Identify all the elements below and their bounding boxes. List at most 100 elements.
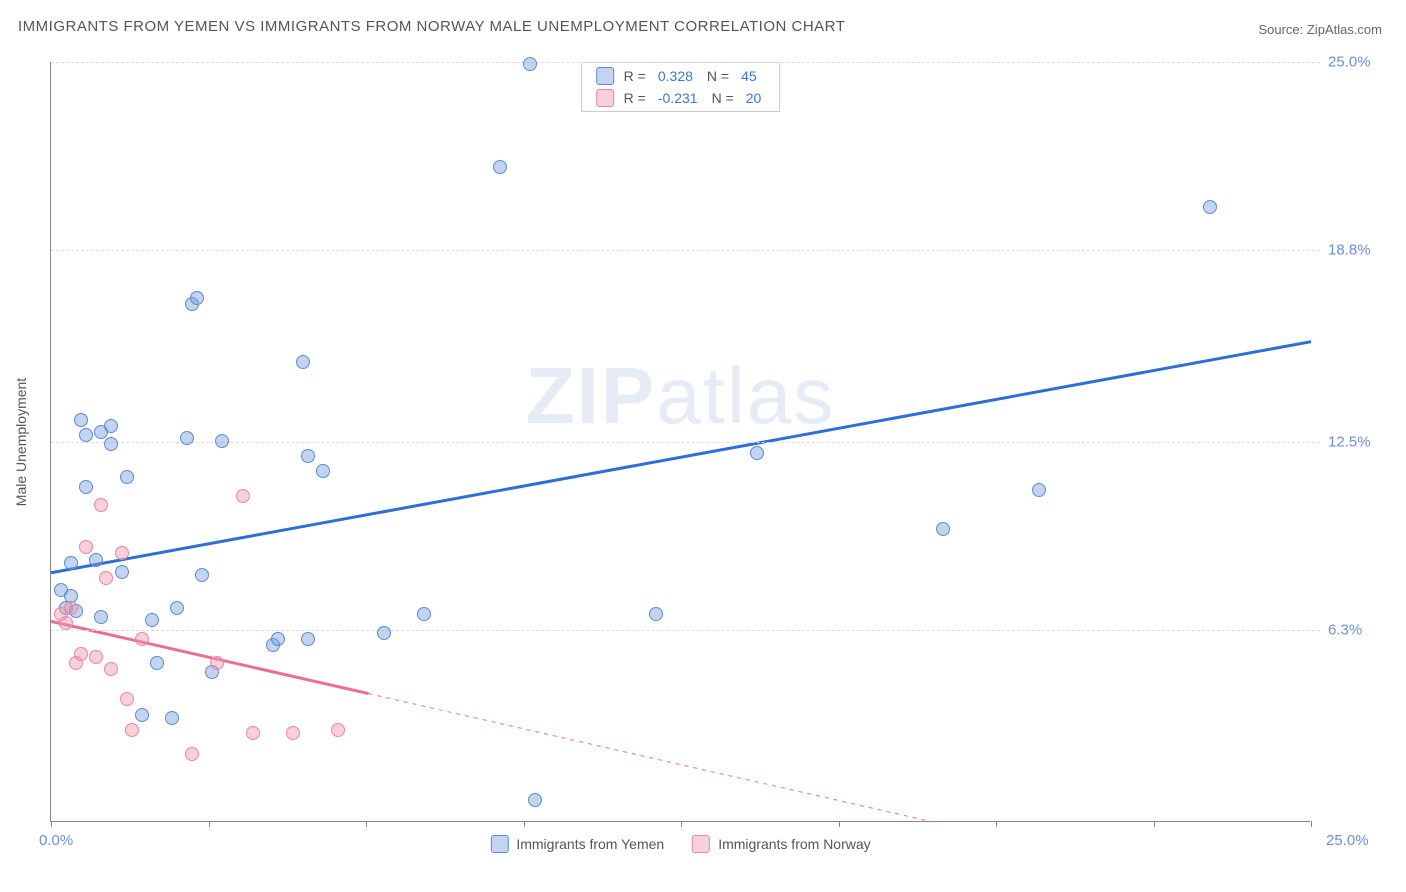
data-point-norway <box>79 540 93 554</box>
x-origin-label: 0.0% <box>39 832 73 849</box>
data-point-norway <box>125 723 139 737</box>
y-tick-label: 12.5% <box>1328 434 1388 451</box>
data-point-yemen <box>120 470 134 484</box>
data-point-norway <box>120 692 134 706</box>
x-tick <box>209 821 210 827</box>
data-point-yemen <box>271 632 285 646</box>
source-name: ZipAtlas.com <box>1307 22 1382 37</box>
data-point-norway <box>236 489 250 503</box>
gridline-h <box>51 442 1320 443</box>
data-point-yemen <box>417 607 431 621</box>
data-point-yemen <box>190 291 204 305</box>
correlation-legend: R = 0.328 N = 45 R = -0.231 N = 20 <box>581 62 781 112</box>
series-legend: Immigrants from Yemen Immigrants from No… <box>490 835 870 853</box>
gridline-h <box>51 630 1320 631</box>
data-point-yemen <box>936 522 950 536</box>
data-point-yemen <box>115 565 129 579</box>
x-tick <box>681 821 682 827</box>
data-point-norway <box>94 498 108 512</box>
data-point-norway <box>59 616 73 630</box>
y-tick-label: 18.8% <box>1328 242 1388 259</box>
swatch-yemen-icon <box>490 835 508 853</box>
trend-line-extrapolated-norway <box>369 694 933 822</box>
data-point-yemen <box>104 437 118 451</box>
data-point-norway <box>331 723 345 737</box>
data-point-yemen <box>94 610 108 624</box>
chart-title: IMMIGRANTS FROM YEMEN VS IMMIGRANTS FROM… <box>18 18 845 35</box>
legend-label-norway: Immigrants from Norway <box>718 836 870 852</box>
y-axis-label: Male Unemployment <box>13 377 29 505</box>
data-point-yemen <box>180 431 194 445</box>
chart-container: IMMIGRANTS FROM YEMEN VS IMMIGRANTS FROM… <box>0 0 1406 892</box>
legend-item-norway: Immigrants from Norway <box>692 835 870 853</box>
trend-line-yemen <box>51 342 1311 573</box>
data-point-yemen <box>79 428 93 442</box>
x-tick <box>524 821 525 827</box>
data-point-norway <box>246 726 260 740</box>
data-point-yemen <box>296 355 310 369</box>
data-point-yemen <box>170 601 184 615</box>
data-point-norway <box>210 656 224 670</box>
r-value-norway: -0.231 <box>658 90 698 106</box>
gridline-h <box>51 250 1320 251</box>
data-point-norway <box>99 571 113 585</box>
x-tick <box>1154 821 1155 827</box>
swatch-norway-icon <box>596 89 614 107</box>
data-point-yemen <box>493 160 507 174</box>
data-point-norway <box>89 650 103 664</box>
data-point-yemen <box>195 568 209 582</box>
data-point-yemen <box>316 464 330 478</box>
legend-row-norway: R = -0.231 N = 20 <box>582 87 780 109</box>
data-point-yemen <box>301 449 315 463</box>
data-point-norway <box>104 662 118 676</box>
data-point-norway <box>185 747 199 761</box>
data-point-yemen <box>1032 483 1046 497</box>
x-end-label: 25.0% <box>1326 832 1386 849</box>
source-attribution: Source: ZipAtlas.com <box>1258 22 1382 37</box>
x-tick <box>996 821 997 827</box>
plot-area: ZIPatlas Male Unemployment 0.0% 25.0% R … <box>50 62 1310 822</box>
swatch-yemen-icon <box>596 67 614 85</box>
data-point-yemen <box>79 480 93 494</box>
data-point-norway <box>286 726 300 740</box>
legend-label-yemen: Immigrants from Yemen <box>516 836 664 852</box>
data-point-yemen <box>150 656 164 670</box>
data-point-norway <box>74 647 88 661</box>
data-point-yemen <box>649 607 663 621</box>
data-point-yemen <box>64 556 78 570</box>
data-point-yemen <box>1203 200 1217 214</box>
data-point-yemen <box>301 632 315 646</box>
x-tick <box>51 821 52 827</box>
data-point-yemen <box>145 613 159 627</box>
data-point-norway <box>135 632 149 646</box>
data-point-yemen <box>528 793 542 807</box>
data-point-yemen <box>104 419 118 433</box>
swatch-norway-icon <box>692 835 710 853</box>
y-tick-label: 25.0% <box>1328 54 1388 71</box>
y-tick-label: 6.3% <box>1328 622 1388 639</box>
data-point-yemen <box>215 434 229 448</box>
x-tick <box>839 821 840 827</box>
x-tick <box>366 821 367 827</box>
n-value-yemen: 45 <box>741 68 757 84</box>
r-label: R = <box>624 68 646 84</box>
r-value-yemen: 0.328 <box>658 68 693 84</box>
gridline-h <box>51 62 1320 63</box>
data-point-yemen <box>750 446 764 460</box>
data-point-yemen <box>523 57 537 71</box>
data-point-yemen <box>89 553 103 567</box>
data-point-yemen <box>377 626 391 640</box>
n-label: N = <box>712 90 734 106</box>
n-value-norway: 20 <box>746 90 762 106</box>
n-label: N = <box>707 68 729 84</box>
data-point-norway <box>64 601 78 615</box>
data-point-yemen <box>74 413 88 427</box>
legend-row-yemen: R = 0.328 N = 45 <box>582 65 780 87</box>
x-tick <box>1311 821 1312 827</box>
legend-item-yemen: Immigrants from Yemen <box>490 835 664 853</box>
data-point-norway <box>115 546 129 560</box>
source-prefix: Source: <box>1258 22 1306 37</box>
r-label: R = <box>624 90 646 106</box>
data-point-yemen <box>165 711 179 725</box>
data-point-yemen <box>135 708 149 722</box>
